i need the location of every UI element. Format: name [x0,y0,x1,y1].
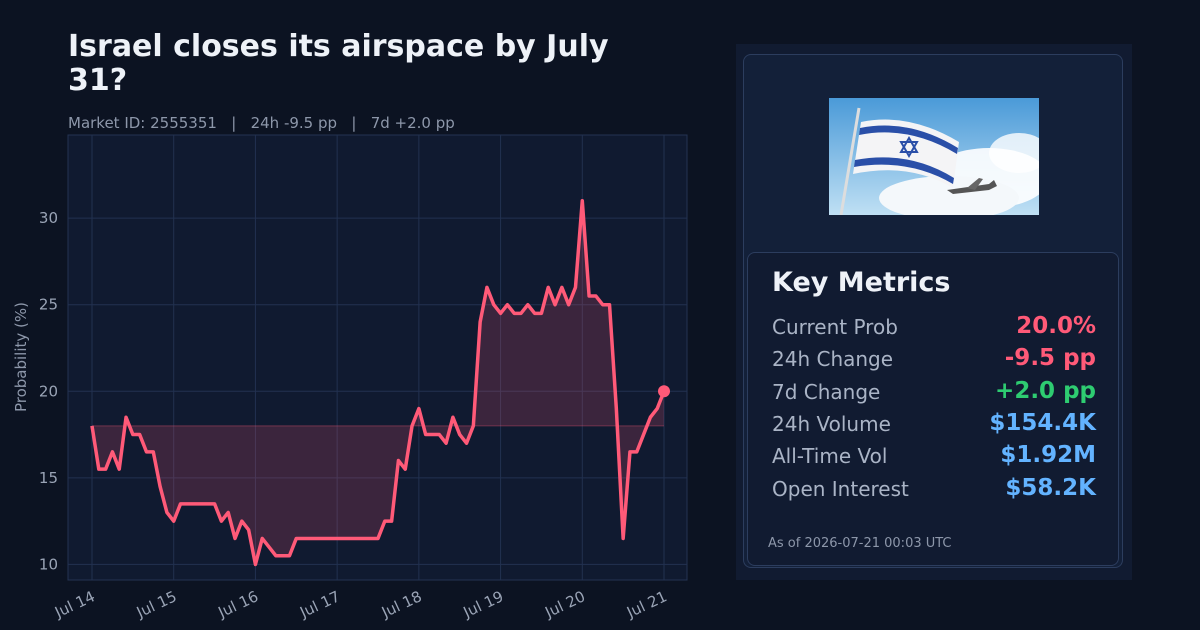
x-tick-label: Jul 20 [541,587,588,621]
metric-row: 24h Change -9.5 pp [772,345,1096,379]
metric-row: All-Time Vol $1.92M [772,442,1096,476]
y-tick-label: 25 [39,296,58,314]
x-tick-label: Jul 21 [623,587,670,621]
metric-value: +2.0 pp [995,377,1096,404]
end-marker [658,385,670,398]
area [92,200,664,565]
y-tick-label: 10 [39,555,58,573]
x-tick-label: Jul 16 [215,587,262,621]
market-image [829,98,1039,215]
metric-label: 7d Change [772,379,881,404]
metric-value: $58.2K [1005,474,1096,501]
metric-value: -9.5 pp [1004,345,1096,372]
panel-frame: Key Metrics Current Prob 20.0% 24h Change -… [743,54,1123,568]
y-axis-label: Probability (%) [12,302,30,412]
x-tick-label: Jul 15 [133,587,180,621]
metric-label: All-Time Vol [772,444,888,469]
x-tick-label: Jul 14 [51,587,98,621]
y-tick-label: 30 [39,209,58,227]
chart: Israel closes its airspace by July 31? Ma… [12,29,688,622]
metric-label: Open Interest [772,476,909,501]
chart-subtitle: Market ID: 2555351 | 24h -9.5 pp | 7d +2… [68,114,455,132]
metric-row: 24h Volume $154.4K [772,409,1096,444]
metrics-card: Key Metrics Current Prob 20.0% 24h Change -… [747,252,1119,566]
x-tick-label: Jul 18 [378,587,425,621]
x-tick-label: Jul 17 [296,587,343,621]
metric-value: $154.4K [989,409,1096,436]
x-tick-label: Jul 19 [460,587,507,621]
metric-label: 24h Change [772,347,894,372]
as-of: As of 2026-07-21 00:03 UTC [768,536,952,551]
metric-label: 24h Volume [772,411,891,436]
metric-value: 20.0% [1016,313,1096,339]
metric-label: Current Prob [772,315,898,339]
metric-value: $1.92M [1000,442,1096,469]
metric-row: 7d Change +2.0 pp [772,377,1096,412]
y-tick-label: 15 [39,469,58,487]
metric-row: Open Interest $58.2K [772,474,1096,509]
side-panel: Key Metrics Current Prob 20.0% 24h Change -… [736,44,1132,580]
metric-row: Current Prob 20.0% [772,313,1096,347]
y-tick-label: 20 [39,382,58,400]
card-title: Key Metrics [772,267,951,298]
line [90,199,666,567]
chart-title: Israel closes its airspace by July 31? [68,29,609,98]
